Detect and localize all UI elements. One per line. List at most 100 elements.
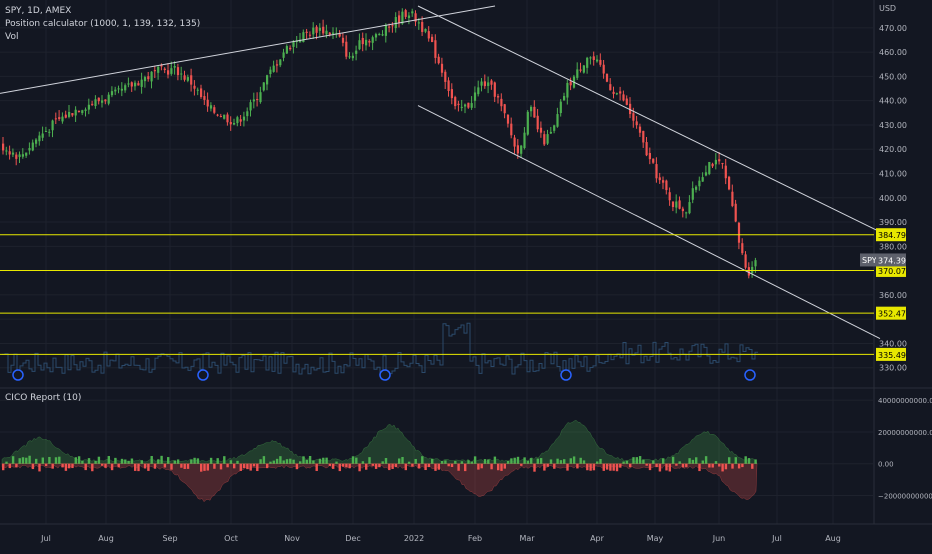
candle-body (747, 267, 750, 276)
cico-bar-positive (87, 458, 91, 464)
cico-bar-positive (173, 460, 176, 464)
candle-body (325, 30, 328, 35)
cico-bar-positive (292, 459, 295, 464)
cico-legend[interactable]: CICO Report (10) (5, 393, 82, 403)
cico-bar-negative (180, 463, 183, 468)
symbol-legend[interactable]: SPY, 1D, AMEX (5, 6, 72, 16)
candle-body (180, 73, 183, 75)
candle-body (404, 10, 407, 17)
candle-body (117, 88, 120, 90)
candle-body (203, 96, 206, 100)
cico-bar-negative (134, 463, 137, 471)
candle-body (292, 41, 295, 47)
candle-body (563, 96, 566, 101)
cico-bar-negative (206, 463, 209, 471)
cico-bar-negative (629, 463, 632, 468)
cico-bar-negative (457, 463, 460, 471)
candle-body (718, 159, 721, 162)
cico-bar-positive (190, 459, 193, 464)
cico-axis-label: 0.00 (878, 461, 894, 469)
candle-body (302, 32, 305, 43)
cico-bar-negative (658, 463, 662, 472)
candle-body (110, 91, 114, 96)
cico-bar-negative (681, 463, 685, 468)
candle-body (493, 82, 496, 97)
candle-body (536, 115, 539, 130)
cico-bar-positive (744, 456, 747, 464)
cico-bar-positive (506, 460, 510, 464)
candle-body (44, 131, 48, 133)
candle-body (134, 82, 137, 87)
candle-body (638, 126, 642, 133)
cico-bar-positive (150, 456, 153, 464)
cico-bar-negative (619, 463, 622, 468)
candle-body (523, 132, 526, 149)
cico-bar-negative (8, 463, 11, 469)
candle-body (734, 203, 737, 222)
candle-body (308, 34, 312, 36)
candle-body (147, 76, 150, 80)
cico-bar-positive (312, 460, 315, 464)
cico-bar-negative (615, 463, 619, 472)
cico-bar-positive (299, 461, 302, 464)
candle-body (582, 65, 585, 73)
cico-bar-positive (289, 458, 292, 464)
cico-bar-positive (556, 458, 559, 464)
time-axis-label: Mar (519, 534, 535, 543)
candle-body (315, 26, 318, 33)
cico-bar-positive (642, 459, 645, 464)
cico-bar-positive (734, 457, 737, 464)
cico-bar-positive (130, 458, 134, 464)
time-axis-label: May (647, 534, 664, 543)
cico-bar-positive (325, 457, 328, 464)
level-price-tag (876, 347, 906, 361)
time-axis-label: 2022 (404, 534, 424, 543)
candle-body (622, 94, 625, 101)
candle-body (460, 106, 463, 108)
cico-bar-positive (216, 458, 219, 464)
candle-body (249, 102, 252, 111)
cico-bar-negative (612, 463, 615, 471)
time-axis-label: Sep (162, 534, 177, 543)
candle-body (361, 37, 364, 45)
candle-body (411, 11, 414, 14)
candle-body (246, 111, 249, 117)
candle-body (206, 99, 209, 107)
candle-body (427, 31, 430, 39)
candle-body (305, 31, 308, 33)
cico-bar-negative (328, 463, 332, 466)
cico-bar-positive (193, 457, 196, 464)
candle-body (322, 26, 325, 34)
candle-body (503, 104, 506, 114)
candle-body (698, 180, 701, 187)
cico-bar-positive (754, 459, 757, 464)
candle-body (470, 103, 473, 108)
cico-bar-positive (407, 461, 411, 464)
cico-bar-negative (186, 463, 190, 469)
level-price-label: 352.47 (878, 310, 906, 319)
candle-body (569, 81, 572, 86)
cico-bar-negative (15, 463, 18, 468)
position-calculator-legend[interactable]: Position calculator (1000, 1, 139, 132, … (5, 19, 201, 29)
cico-bar-negative (520, 463, 523, 466)
candle-body (94, 99, 97, 107)
candle-body (371, 37, 374, 43)
volume-series (2, 322, 758, 375)
candle-body (328, 32, 331, 35)
candle-body (724, 165, 727, 179)
cico-bar-negative (378, 463, 381, 468)
candle-body (341, 37, 345, 43)
candle-body (609, 84, 612, 91)
candle-body (648, 153, 651, 160)
candle-body (272, 65, 275, 72)
cico-bar-positive (77, 456, 81, 464)
candle-body (579, 69, 582, 71)
level-price-tag (876, 263, 906, 277)
volume-legend[interactable]: Vol (5, 32, 19, 42)
symbol-tag-label: SPY (862, 256, 877, 265)
candle-body (437, 56, 440, 64)
cico-bar-negative (256, 463, 259, 472)
cico-bar-negative (249, 463, 252, 471)
cico-bar-positive (473, 456, 477, 464)
